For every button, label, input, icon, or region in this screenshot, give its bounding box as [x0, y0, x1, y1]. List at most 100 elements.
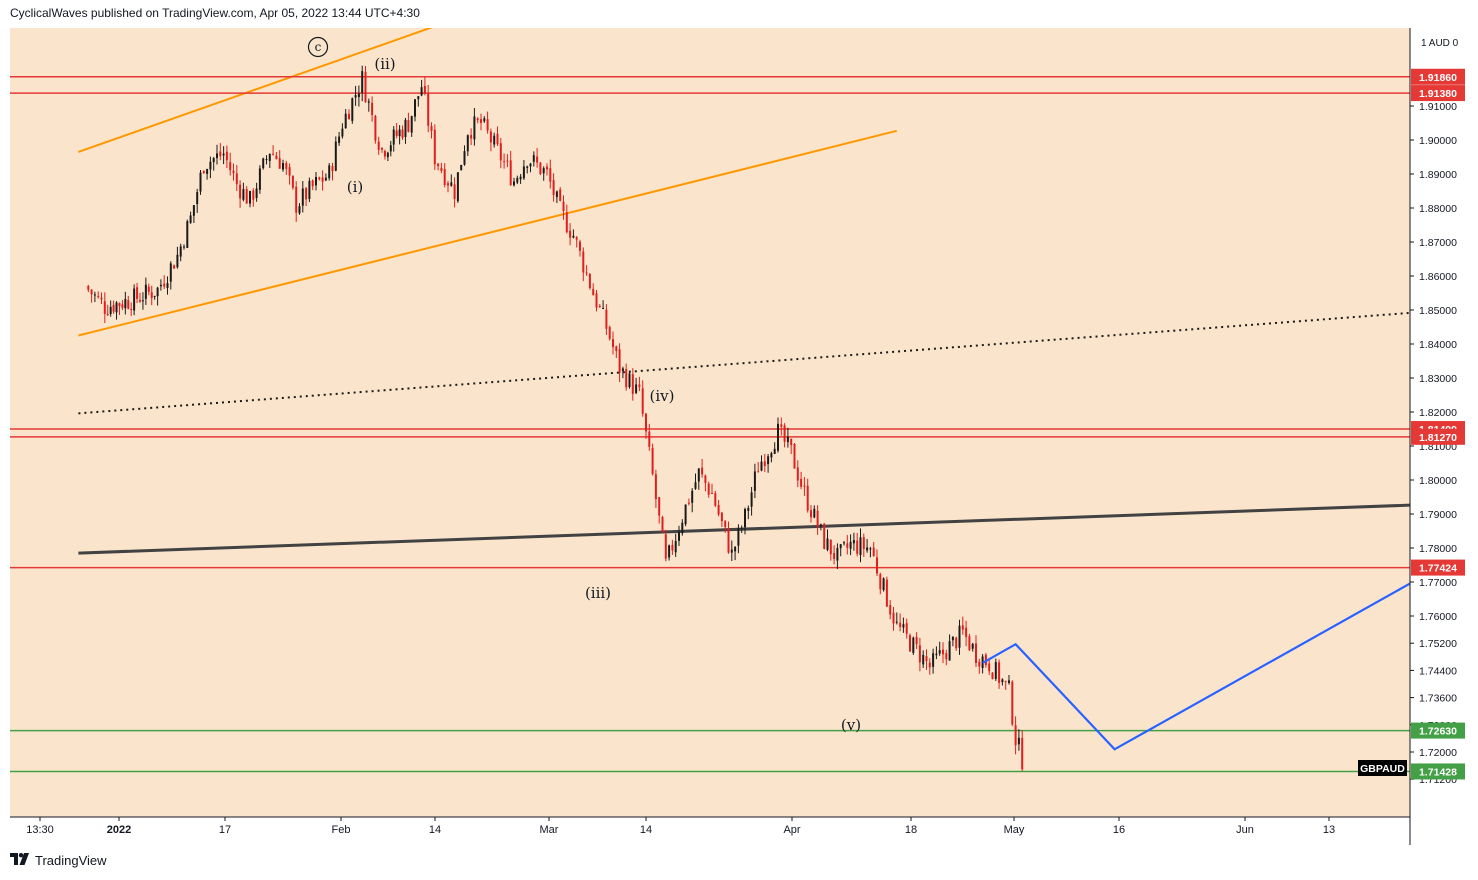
candle-body	[173, 265, 176, 269]
candle-body	[905, 623, 908, 634]
candle-body	[638, 384, 641, 388]
candle-body	[925, 656, 928, 662]
candle-body	[209, 161, 212, 170]
x-tick-label: Jun	[1236, 824, 1254, 836]
candle-body	[232, 170, 235, 174]
candle-body	[899, 622, 902, 627]
candle-body	[872, 547, 875, 557]
candle-body	[955, 637, 958, 649]
candle-body	[470, 134, 473, 139]
candle-body	[255, 188, 258, 199]
currency-label: 1 AUD 0	[1421, 38, 1459, 49]
candle-body	[744, 508, 746, 528]
wave-label-text: (v)	[841, 716, 861, 734]
candle-body	[658, 497, 661, 516]
symbol-badge[interactable]: GBPAUD	[1358, 760, 1407, 776]
candle-body	[621, 368, 624, 372]
candle-body	[628, 373, 631, 388]
candle-body	[389, 145, 392, 152]
x-tick-label: 17	[219, 824, 231, 836]
candle-body	[958, 625, 961, 648]
candle-body	[258, 168, 261, 190]
candle-body	[681, 522, 684, 534]
projection-path	[982, 582, 1410, 751]
candle-body	[654, 474, 657, 499]
y-tick-label: 1.91000	[1419, 101, 1457, 113]
candle-body	[212, 158, 215, 163]
candle-body	[575, 237, 578, 240]
candle-body	[651, 447, 654, 474]
candle-body	[800, 478, 803, 487]
candle-body	[272, 153, 275, 155]
candle-body	[569, 230, 572, 238]
candle-body	[717, 505, 720, 515]
candle-body	[476, 118, 479, 121]
candle-body	[879, 574, 882, 590]
x-tick-label: 2022	[107, 824, 131, 836]
candle-body	[144, 284, 147, 299]
candle-body	[109, 306, 112, 315]
y-tick-label: 1.82000	[1419, 407, 1457, 419]
candle-body	[915, 636, 918, 645]
candle-body	[367, 101, 370, 103]
candle-body	[843, 542, 845, 544]
y-tick-label: 1.86000	[1419, 271, 1457, 283]
candle-body	[585, 272, 588, 274]
candle-body	[942, 649, 944, 655]
candle-body	[1001, 679, 1004, 683]
candle-body	[229, 161, 232, 171]
candle-body	[826, 538, 829, 550]
candle-body	[361, 71, 364, 93]
candle-body	[318, 177, 321, 180]
candle-body	[351, 98, 354, 121]
candle-body	[121, 304, 124, 308]
candle-body	[133, 288, 136, 311]
candle-body	[882, 578, 885, 591]
plot-area[interactable]: c (i) (ii) (iii) (iv) (v)	[10, 5, 1478, 773]
candle-body	[275, 155, 278, 160]
candle-body	[582, 251, 585, 273]
candle-body	[156, 287, 159, 297]
wave-label-v: (v)	[841, 716, 861, 734]
candle-body	[268, 153, 271, 161]
y-tick-label: 1.90000	[1419, 135, 1457, 147]
candle-body	[348, 113, 350, 120]
candle-body	[169, 263, 172, 282]
candle-body	[456, 172, 459, 202]
candle-body	[691, 490, 694, 503]
candle-body	[592, 288, 595, 296]
candle-body	[150, 292, 153, 299]
y-tick-label: 1.85000	[1419, 305, 1457, 317]
candle-body	[909, 635, 911, 652]
candle-body	[315, 176, 317, 186]
wave-label-text: (iii)	[585, 584, 611, 602]
candle-body	[965, 627, 968, 637]
candle-body	[106, 313, 109, 315]
candle-body	[480, 119, 482, 123]
candle-body	[311, 180, 314, 187]
footer-branding[interactable]: TradingView	[10, 853, 107, 868]
candle-body	[998, 662, 1001, 683]
candle-body	[97, 296, 100, 298]
candle-body	[730, 549, 733, 553]
candle-body	[951, 636, 954, 641]
candle-body	[618, 349, 621, 373]
y-tick-label: 1.77000	[1419, 577, 1457, 589]
candle-body	[179, 246, 182, 257]
candle-body	[398, 129, 401, 137]
candle-body	[1014, 725, 1017, 746]
candle-body	[242, 189, 245, 200]
price-badge-1.81270: 1.81270	[1411, 428, 1465, 445]
candle-body	[166, 283, 169, 288]
candle-body	[813, 508, 816, 518]
time-scale-background	[10, 817, 1410, 845]
symbol-badge-bg	[1358, 760, 1407, 776]
y-tick-label: 1.75200	[1419, 638, 1457, 650]
candle-body	[707, 483, 710, 495]
candle-body	[935, 653, 938, 656]
candle-body	[773, 448, 776, 454]
candle-body	[770, 453, 773, 458]
candle-body	[988, 663, 991, 672]
y-tick-label: 1.72000	[1419, 747, 1457, 759]
